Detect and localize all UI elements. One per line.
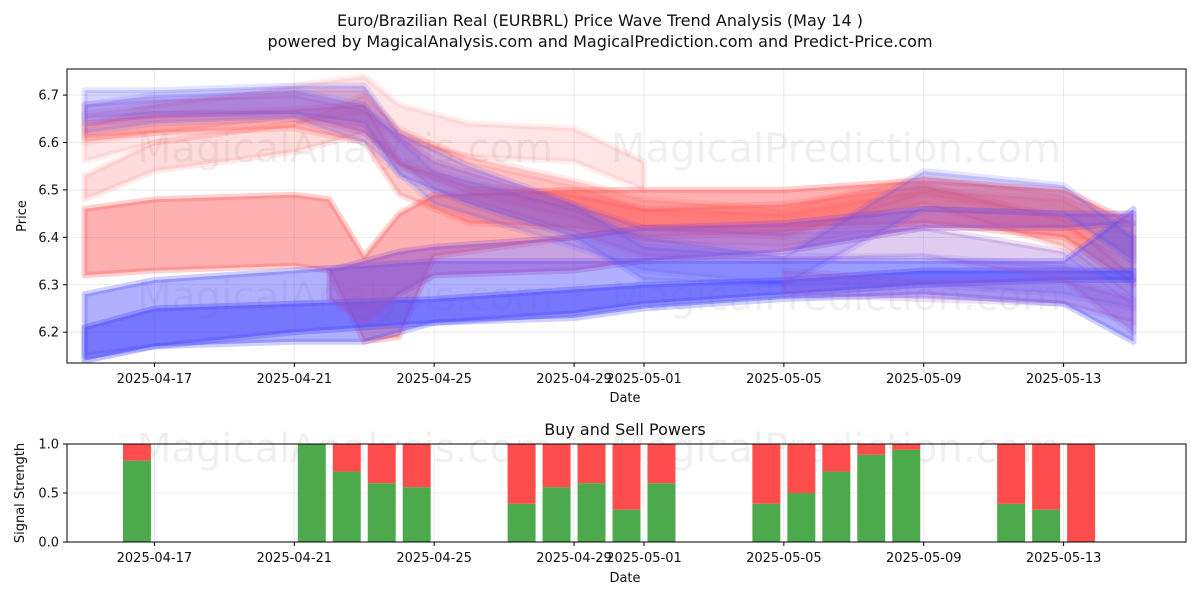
sell-power-bar <box>402 444 431 488</box>
buy-power-bar <box>507 503 536 542</box>
watermark-text: MagicalPrediction.com <box>611 126 1061 172</box>
buy-power-bar <box>857 454 886 542</box>
buy-power-bar <box>997 503 1026 542</box>
price-y-tick-label: 6.6 <box>38 136 59 151</box>
wave-band-red <box>81 101 1137 302</box>
price-x-tick-label: 2025-05-09 <box>886 372 962 387</box>
signal-x-tick-label: 2025-05-01 <box>606 551 682 566</box>
buy-power-bar <box>577 483 606 542</box>
buy-power-bar <box>647 483 676 542</box>
sell-power-bar <box>892 444 921 450</box>
signal-y-ticks: 0.0 0.5 1.0 <box>38 438 67 551</box>
signal-y-tick-label: 0.5 <box>38 487 59 502</box>
buy-power-bar <box>297 444 326 542</box>
signal-x-tick-label: 2025-04-25 <box>396 551 472 566</box>
wave-band-purple <box>81 92 1137 336</box>
sell-power-bar <box>542 444 571 488</box>
sell-power-bar <box>787 444 816 493</box>
signal-chart-title: Buy and Sell Powers <box>544 420 706 439</box>
signal-x-tick-label: 2025-05-05 <box>746 551 822 566</box>
price-y-tick-label: 6.3 <box>38 278 59 293</box>
buy-power-bar <box>892 449 921 542</box>
buy-power-bar <box>542 487 571 542</box>
wave-band-purple <box>326 205 1137 326</box>
sell-power-bar <box>647 444 676 484</box>
wave-band-red <box>81 87 1137 260</box>
sell-power-bar <box>857 444 886 455</box>
buy-power-bar <box>822 471 851 542</box>
wave-band-purple <box>780 267 1137 326</box>
sell-power-bar <box>997 444 1026 504</box>
price-x-tick-label: 2025-05-01 <box>606 372 682 387</box>
signal-y-tick-label: 1.0 <box>38 438 59 453</box>
wave-band-blue <box>81 267 1137 363</box>
buy-power-bar <box>787 493 816 542</box>
price-y-tick-label: 6.4 <box>38 231 59 246</box>
buy-power-bar <box>1032 509 1061 542</box>
sell-power-bar <box>577 444 606 484</box>
price-x-tick-label: 2025-05-13 <box>1026 372 1102 387</box>
wave-band-red <box>81 73 647 193</box>
price-x-ticks: 2025-04-17 2025-04-21 2025-04-25 2025-04-29… <box>117 363 1102 387</box>
price-chart-panel: MagicalAnalysis.com MagicalPrediction.co… <box>15 68 1187 406</box>
price-x-tick-label: 2025-04-17 <box>117 372 193 387</box>
buy-power-bar <box>612 509 641 542</box>
price-x-tick-label: 2025-04-21 <box>257 372 333 387</box>
signal-x-ticks: 2025-04-17 2025-04-21 2025-04-25 2025-04-29… <box>117 542 1102 566</box>
sell-power-bar <box>1032 444 1061 510</box>
wave-band-blue <box>81 87 1137 312</box>
buy-power-bar <box>367 483 396 542</box>
signal-x-tick-label: 2025-05-13 <box>1026 551 1102 566</box>
price-x-tick-label: 2025-05-05 <box>746 372 822 387</box>
price-x-axis-label: Date <box>609 391 640 406</box>
price-plot-frame <box>66 68 1187 364</box>
sell-power-bar <box>507 444 536 504</box>
sell-power-bar <box>1067 444 1096 542</box>
figure-title: Euro/Brazilian Real (EURBRL) Price Wave … <box>337 11 863 30</box>
price-y-tick-label: 6.2 <box>38 326 59 341</box>
signal-x-tick-label: 2025-04-29 <box>536 551 612 566</box>
price-wave-bands <box>81 73 1137 363</box>
price-x-tick-label: 2025-04-25 <box>396 372 472 387</box>
buy-power-bar <box>402 487 431 542</box>
figure-subtitle: powered by MagicalAnalysis.com and Magic… <box>267 32 932 51</box>
signal-y-axis-label: Signal Strength <box>13 443 28 543</box>
signal-chart-panel: Buy and Sell Powers MagicalAnalysis.com … <box>13 420 1187 586</box>
sell-power-bar <box>122 444 151 461</box>
buy-power-bar <box>752 503 781 542</box>
signal-bars <box>122 444 1096 542</box>
price-y-tick-label: 6.5 <box>38 183 59 198</box>
price-y-axis-label: Price <box>15 200 30 232</box>
signal-x-axis-label: Date <box>609 571 640 586</box>
buy-power-bar <box>332 471 361 542</box>
sell-power-bar <box>752 444 781 504</box>
watermark-text: MagicalAnalysis.com <box>137 126 553 172</box>
price-y-ticks: 6.2 6.3 6.4 6.5 6.6 6.7 <box>38 89 67 341</box>
signal-y-tick-label: 0.0 <box>38 536 59 551</box>
price-y-tick-label: 6.7 <box>38 89 59 104</box>
price-x-tick-label: 2025-04-29 <box>536 372 612 387</box>
signal-x-tick-label: 2025-04-21 <box>257 551 333 566</box>
price-grid <box>67 69 1186 363</box>
sell-power-bar <box>612 444 641 510</box>
sell-power-bar <box>367 444 396 484</box>
wave-band-blue <box>81 82 1137 288</box>
sell-power-bar <box>332 444 361 472</box>
signal-x-tick-label: 2025-05-09 <box>886 551 962 566</box>
signal-x-tick-label: 2025-04-17 <box>117 551 193 566</box>
sell-power-bar <box>822 444 851 472</box>
buy-power-bar <box>122 460 151 542</box>
